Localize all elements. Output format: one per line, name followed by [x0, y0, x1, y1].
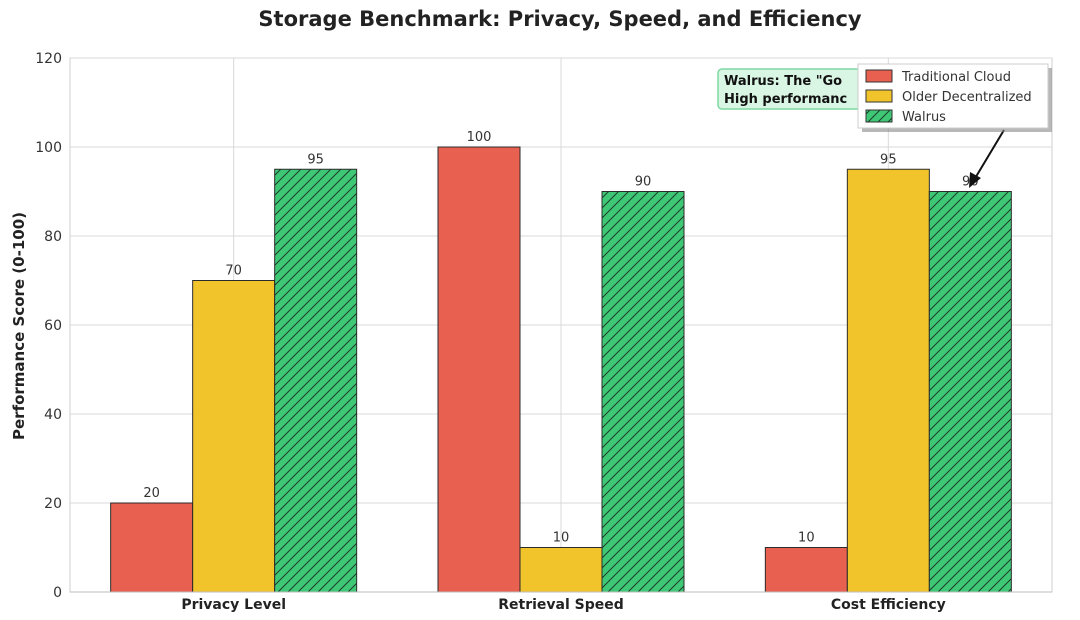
annotation-line-2: High performanc [724, 92, 847, 107]
y-tick-label: 60 [44, 318, 62, 334]
bar-walrus-retrieval-speed [601, 191, 685, 593]
legend-swatch-traditional-cloud [865, 69, 893, 83]
value-label-walrus-retrieval-speed: 90 [635, 175, 652, 190]
value-label-older-decentralized-cost-efficiency: 95 [880, 152, 897, 167]
x-tick-label-cost-efficiency: Cost Efficiency [831, 597, 946, 613]
legend-label-walrus: Walrus [902, 110, 946, 125]
annotation-arrowhead [969, 172, 981, 188]
bar-older-decentralized-cost-efficiency [846, 168, 930, 593]
legend-label-traditional-cloud: Traditional Cloud [901, 70, 1011, 85]
bar-older-decentralized-retrieval-speed [519, 547, 603, 593]
legend: Traditional Cloud Older Decentralized Wa… [857, 63, 1052, 132]
value-label-walrus-privacy-level: 95 [307, 152, 324, 167]
legend-swatch-older-decentralized [865, 89, 893, 103]
bar-traditional-cloud-cost-efficiency [764, 547, 848, 593]
y-axis-label: Performance Score (0-100) [10, 212, 28, 440]
value-label-traditional-cloud-retrieval-speed: 100 [467, 130, 492, 145]
bar-walrus-privacy-level [274, 168, 358, 593]
y-tick-label: 120 [35, 51, 62, 67]
value-label-traditional-cloud-privacy-level: 20 [143, 486, 160, 501]
y-tick-label: 20 [44, 496, 62, 512]
value-label-older-decentralized-privacy-level: 70 [225, 264, 242, 279]
bar-traditional-cloud-retrieval-speed [437, 146, 521, 593]
annotation-line-1: Walrus: The "Go [724, 74, 842, 89]
x-tick-label-privacy-level: Privacy Level [181, 597, 286, 613]
annotation-arrow [973, 129, 1005, 181]
chart-title: Storage Benchmark: Privacy, Speed, and E… [258, 7, 861, 31]
y-tick-label: 80 [44, 229, 62, 245]
legend-swatch-walrus [865, 109, 893, 123]
y-tick-label: 0 [53, 585, 62, 601]
x-tick-label-retrieval-speed: Retrieval Speed [498, 597, 624, 613]
value-label-traditional-cloud-cost-efficiency: 10 [798, 531, 815, 546]
legend-label-older-decentralized: Older Decentralized [902, 90, 1032, 105]
y-tick-label: 100 [35, 140, 62, 156]
bar-older-decentralized-privacy-level [192, 280, 276, 593]
y-tick-label: 40 [44, 407, 62, 423]
bar-traditional-cloud-privacy-level [110, 502, 194, 593]
value-label-older-decentralized-retrieval-speed: 10 [553, 531, 570, 546]
bar-walrus-cost-efficiency [928, 191, 1012, 593]
